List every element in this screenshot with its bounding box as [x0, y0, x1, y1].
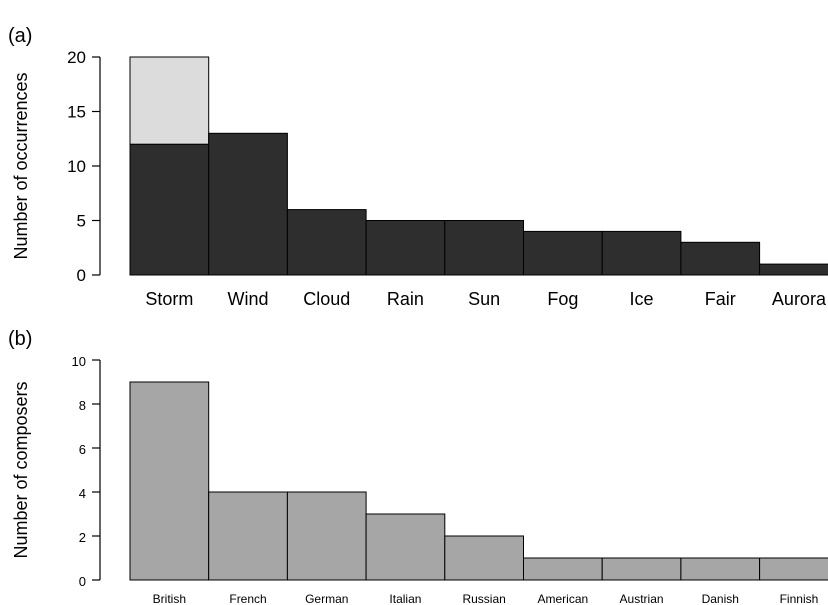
panel-b-x-tick-label: Austrian — [620, 592, 664, 605]
panel-a-y-tick-label: 10 — [67, 157, 86, 176]
panel-a-x-tick-label: Storm — [145, 289, 193, 309]
panel-a-bar-fog-s1 — [523, 230, 603, 276]
panel-b-x-tick-label: Italian — [389, 592, 421, 605]
panel-a-bar-storm-s1 — [129, 143, 210, 276]
panel-b-y-tick-label: 2 — [79, 530, 86, 545]
panel-a-bar-ice-s1 — [601, 230, 682, 276]
panel-b-bar-danish — [680, 557, 761, 581]
panel-b-y-tick-label: 10 — [72, 354, 86, 369]
panel-a-bar-fair-s1 — [680, 241, 761, 276]
panel-a-x-tick-label: Rain — [387, 289, 424, 309]
panel-b-bar-finnish — [759, 557, 828, 581]
panel-b-label: (b) — [8, 328, 32, 350]
panel-a-x-tick-label: Fair — [705, 289, 736, 309]
panel-a-x-tick-label: Wind — [228, 289, 269, 309]
panel-a-bar-aurora-s1 — [759, 263, 828, 276]
panel-a-x-tick-label: Cloud — [303, 289, 350, 309]
panel-b-x-tick-label: American — [538, 592, 589, 605]
panel-b-x-tick-label: Russian — [462, 592, 505, 605]
panel-b-x-tick-label: Finnish — [780, 592, 819, 605]
panel-a-bar-storm-s2 — [129, 56, 210, 145]
panel-a-y-tick-label: 0 — [77, 266, 86, 285]
panel-a-bar-rain-s1 — [365, 220, 446, 276]
panel-a-y-tick-label: 5 — [77, 212, 86, 231]
panel-b-bar-british — [129, 381, 210, 581]
panel-b-y-tick-label: 4 — [79, 486, 86, 501]
panel-b-x-tick-label: German — [305, 592, 348, 605]
panel-a-x-tick-label: Sun — [468, 289, 500, 309]
panel-b-bar-austrian — [601, 557, 682, 581]
panel-b-bar-italian — [365, 513, 446, 581]
panel-b-x-tick-label: Danish — [702, 592, 739, 605]
panel-a-bar-wind-s1 — [208, 132, 288, 276]
panel-a-x-tick-label: Aurora — [772, 289, 827, 309]
panel-a-y-tick-label: 15 — [67, 103, 86, 122]
panel-b-bar-american — [523, 557, 603, 581]
panel-a-x-tick-label: Fog — [547, 289, 578, 309]
panel-b-x-tick-label: French — [229, 592, 266, 605]
panel-a-bar-cloud-s1 — [286, 209, 367, 276]
panel-b-y-tick-label: 0 — [79, 574, 86, 589]
panel-a-y-axis-title: Number of occurrences — [11, 72, 31, 259]
panel-a-y-tick-label: 20 — [67, 48, 86, 67]
panel-b-bar-russian — [444, 535, 524, 581]
panel-a-x-tick-label: Ice — [630, 289, 654, 309]
panel-b-y-tick-label: 8 — [79, 398, 86, 413]
panel-b-x-tick-label: British — [153, 592, 186, 605]
panel-b-bar-german — [286, 491, 367, 581]
panel-b-bar-french — [208, 491, 288, 581]
panel-b-y-tick-label: 6 — [79, 442, 86, 457]
panel-b-y-axis-title: Number of composers — [11, 381, 31, 558]
panel-a-bar-sun-s1 — [444, 220, 524, 276]
panel-a-label: (a) — [8, 25, 32, 47]
